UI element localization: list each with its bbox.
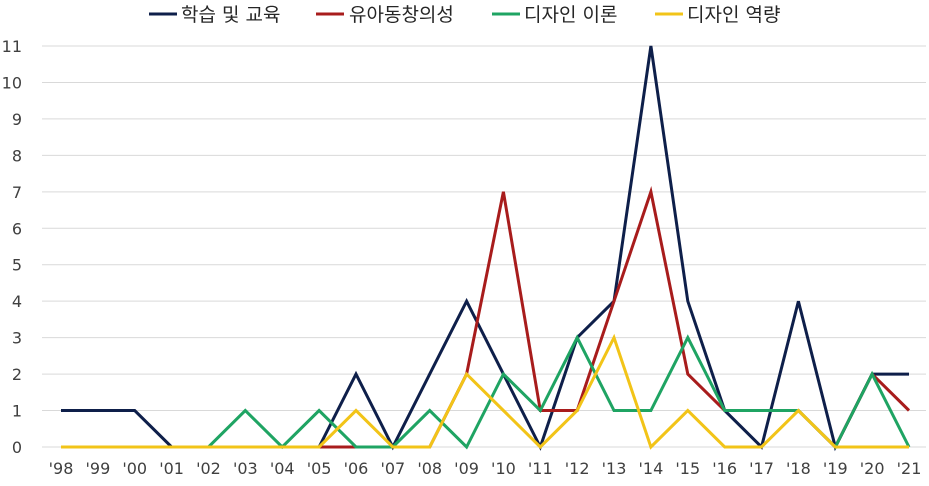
y-tick-label: 10 [2,73,22,92]
series-line-1 [61,45,909,452]
x-tick-label: '04 [270,459,295,478]
series-line-4 [61,333,909,450]
x-tick-label: '07 [380,459,405,478]
y-tick-label: 6 [12,219,22,238]
x-tick-label: '13 [602,459,627,478]
x-tick-label: '11 [528,459,553,478]
legend-label-1: 학습 및 교육 [181,4,280,26]
x-tick-label: '06 [344,459,369,478]
x-tick-label: '08 [417,459,442,478]
y-tick-label: 11 [2,37,22,56]
x-tick-label: '01 [159,459,184,478]
x-tick-label: '21 [897,459,922,478]
y-tick-label: 2 [12,365,22,384]
legend-label-4: 디자인 역량 [687,4,780,26]
y-tick-label: 3 [12,329,22,348]
x-tick-label: '14 [639,459,664,478]
x-tick-label: '00 [122,459,147,478]
x-tick-label: '20 [860,459,885,478]
y-tick-label: 4 [12,292,22,311]
x-tick-label: '12 [565,459,590,478]
chart-legend: 학습 및 교육 유아동창의성 디자인 이론 디자인 역량 [149,4,780,26]
y-axis: 0 1 2 3 4 5 6 7 8 9 10 11 [2,37,22,457]
x-tick-label: '17 [749,459,774,478]
x-tick-label: '99 [85,459,110,478]
y-tick-label: 5 [12,256,22,275]
x-tick-label: '18 [786,459,811,478]
x-tick-label: '98 [49,459,74,478]
x-tick-label: '10 [491,459,516,478]
chart-grid [42,45,926,448]
x-axis: '98 '99 '00 '01 '02 '03 '04 '05 '06 '07 '08 '09 '10 '… [49,459,922,478]
legend-label-2: 유아동창의성 [349,4,454,26]
x-tick-label: '09 [454,459,479,478]
y-tick-label: 1 [12,402,22,421]
x-tick-label: '16 [712,459,737,478]
chart-series [61,45,911,452]
y-tick-label: 8 [12,146,22,165]
x-tick-label: '05 [307,459,332,478]
x-tick-label: '02 [196,459,221,478]
y-tick-label: 0 [12,438,22,457]
legend-label-3: 디자인 이론 [524,4,617,26]
x-tick-label: '15 [675,459,700,478]
y-tick-label: 9 [12,110,22,129]
y-tick-label: 7 [12,183,22,202]
x-tick-label: '19 [823,459,848,478]
x-tick-label: '03 [233,459,258,478]
